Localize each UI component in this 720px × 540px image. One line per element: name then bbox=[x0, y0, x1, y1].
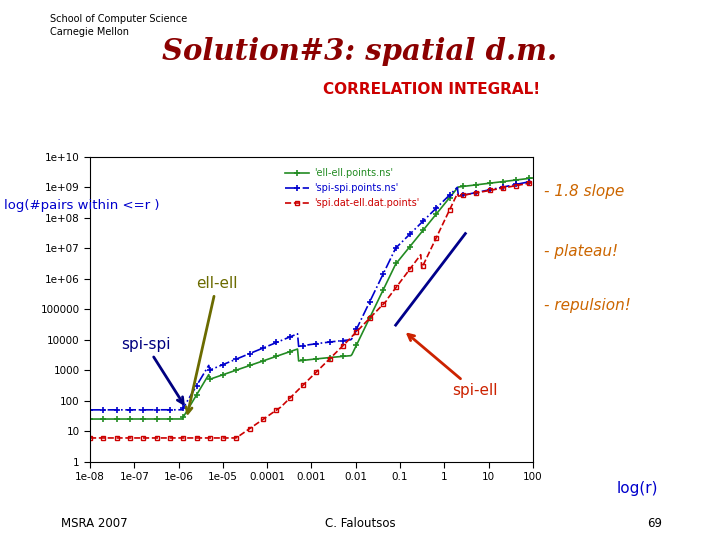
'spi.dat-ell.dat.points' bbox=[139, 435, 148, 441]
Text: spi-ell: spi-ell bbox=[408, 334, 498, 399]
'spi-spi.points.ns' bbox=[528, 178, 537, 184]
'spi-spi.points.ns' bbox=[230, 357, 238, 363]
Text: spi-spi: spi-spi bbox=[121, 337, 183, 403]
Text: CORRELATION INTEGRAL!: CORRELATION INTEGRAL! bbox=[323, 82, 541, 97]
Legend: 'ell-ell.points.ns', 'spi-spi.points.ns', 'spi.dat-ell.dat.points': 'ell-ell.points.ns', 'spi-spi.points.ns'… bbox=[281, 165, 423, 212]
Text: School of Computer Science
Carnegie Mellon: School of Computer Science Carnegie Mell… bbox=[50, 14, 188, 37]
'spi.dat-ell.dat.points' bbox=[261, 415, 270, 421]
'ell-ell.points.ns' bbox=[230, 368, 238, 374]
Text: log(r): log(r) bbox=[616, 481, 658, 496]
Text: - repulsion!: - repulsion! bbox=[544, 298, 631, 313]
Text: - plateau!: - plateau! bbox=[544, 244, 618, 259]
Text: MSRA 2007: MSRA 2007 bbox=[61, 517, 128, 530]
Line: 'ell-ell.points.ns': 'ell-ell.points.ns' bbox=[86, 174, 536, 422]
'spi-spi.points.ns' bbox=[405, 231, 414, 238]
'ell-ell.points.ns' bbox=[364, 317, 373, 323]
Text: log(#pairs within <=r ): log(#pairs within <=r ) bbox=[4, 199, 159, 212]
'spi.dat-ell.dat.points' bbox=[364, 316, 373, 322]
'ell-ell.points.ns' bbox=[408, 241, 416, 247]
'spi.dat-ell.dat.points' bbox=[86, 435, 94, 441]
Line: 'spi.dat-ell.dat.points': 'spi.dat-ell.dat.points' bbox=[88, 180, 535, 441]
'spi-spi.points.ns' bbox=[261, 344, 270, 350]
'spi.dat-ell.dat.points' bbox=[405, 266, 414, 273]
'ell-ell.points.ns' bbox=[86, 416, 94, 422]
'spi.dat-ell.dat.points' bbox=[528, 179, 537, 186]
Text: - 1.8 slope: - 1.8 slope bbox=[544, 184, 624, 199]
'spi.dat-ell.dat.points' bbox=[408, 263, 416, 269]
Text: Solution#3: spatial d.m.: Solution#3: spatial d.m. bbox=[163, 37, 557, 66]
'spi-spi.points.ns' bbox=[86, 407, 94, 413]
'ell-ell.points.ns' bbox=[139, 416, 148, 422]
'spi-spi.points.ns' bbox=[139, 407, 148, 413]
'ell-ell.points.ns' bbox=[405, 244, 414, 250]
'ell-ell.points.ns' bbox=[528, 175, 537, 181]
Text: 69: 69 bbox=[647, 517, 662, 530]
'spi-spi.points.ns' bbox=[364, 301, 373, 307]
Text: ell-ell: ell-ell bbox=[186, 276, 238, 413]
Line: 'spi-spi.points.ns': 'spi-spi.points.ns' bbox=[86, 178, 536, 413]
'spi-spi.points.ns' bbox=[408, 229, 416, 235]
'spi.dat-ell.dat.points' bbox=[230, 435, 238, 441]
'ell-ell.points.ns' bbox=[261, 357, 270, 363]
Text: C. Faloutsos: C. Faloutsos bbox=[325, 517, 395, 530]
